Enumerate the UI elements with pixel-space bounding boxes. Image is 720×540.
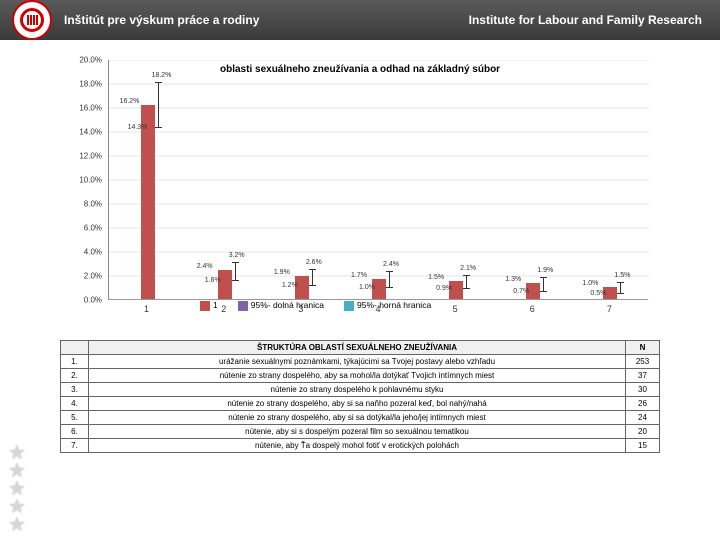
legend-label-series: 1	[213, 300, 218, 310]
row-num: 4.	[61, 397, 89, 411]
row-n: 37	[626, 369, 660, 383]
value-label: 1.2%	[282, 282, 298, 289]
row-n: 30	[626, 383, 660, 397]
value-label: 2.4%	[383, 261, 399, 268]
y-tick-label: 12.0%	[79, 152, 102, 161]
legend-high: 95%- horná hranica	[344, 300, 431, 311]
error-whisker	[389, 271, 390, 288]
legend-label-low: 95%- dolná hranica	[251, 300, 324, 310]
institute-name-en: Institute for Labour and Family Research	[469, 13, 702, 27]
value-label: 1.0%	[582, 280, 598, 287]
legend-label-high: 95%- horná hranica	[357, 300, 431, 310]
row-num: 3.	[61, 383, 89, 397]
row-label: nútenie zo strany dospelého, aby si sa d…	[89, 411, 626, 425]
chart-plot-area: 18.2% 16.2% 14.3% 3.2% 2.4% 1.6% 2.6% 1.9% 1.2% 2…	[108, 60, 648, 300]
row-label: nútenie, aby Ťa dospelý mohol fotiť v er…	[89, 439, 626, 453]
table-header-structure: ŠTRUKTÚRA OBLASTÍ SEXUÁLNEHO ZNEUŽÍVANIA	[89, 341, 626, 355]
value-label: 14.3%	[128, 124, 148, 131]
row-n: 20	[626, 425, 660, 439]
row-label: nútenie, aby si s dospelým pozeral film …	[89, 425, 626, 439]
table-row: 1.urážanie sexuálnymi poznámkami, týkajú…	[61, 355, 660, 369]
x-tick-label: 7	[607, 304, 612, 314]
table-row: 6.nútenie, aby si s dospelým pozeral fil…	[61, 425, 660, 439]
legend-low: 95%- dolná hranica	[238, 300, 324, 311]
value-label: 2.1%	[460, 265, 476, 272]
table-row: 4.nútenie zo strany dospelého, aby si sa…	[61, 397, 660, 411]
value-label: 1.0%	[359, 284, 375, 291]
bar	[218, 270, 232, 299]
abuse-chart: oblasti sexuálneho zneužívania a odhad n…	[60, 60, 660, 320]
bar	[141, 105, 155, 299]
value-label: 1.6%	[205, 277, 221, 284]
error-whisker	[466, 275, 467, 289]
value-label: 18.2%	[152, 72, 172, 79]
value-label: 16.2%	[120, 98, 140, 105]
value-label: 0.9%	[436, 285, 452, 292]
y-tick-label: 18.0%	[79, 80, 102, 89]
row-n: 24	[626, 411, 660, 425]
row-num: 2.	[61, 369, 89, 383]
error-whisker	[543, 277, 544, 291]
row-label: nútenie zo strany dospelého, aby sa moho…	[89, 369, 626, 383]
error-whisker	[158, 82, 159, 129]
legend-series: 1	[200, 300, 218, 311]
row-n: 15	[626, 439, 660, 453]
row-label: nútenie zo strany dospelého, aby si sa n…	[89, 397, 626, 411]
x-tick-label: 1	[144, 304, 149, 314]
row-num: 1.	[61, 355, 89, 369]
value-label: 1.3%	[505, 276, 521, 283]
table-row: 7.nútenie, aby Ťa dospelý mohol fotiť v …	[61, 439, 660, 453]
y-tick-label: 14.0%	[79, 128, 102, 137]
chart-legend: 1 95%- dolná hranica 95%- horná hranica	[200, 300, 431, 311]
row-label: nútenie zo strany dospelého k pohlavnému…	[89, 383, 626, 397]
row-n: 253	[626, 355, 660, 369]
value-label: 0.5%	[590, 290, 606, 297]
error-whisker	[312, 269, 313, 286]
y-tick-label: 2.0%	[84, 272, 102, 281]
value-label: 1.9%	[274, 269, 290, 276]
row-num: 6.	[61, 425, 89, 439]
logo-icon	[12, 0, 52, 40]
value-label: 3.2%	[229, 252, 245, 259]
y-tick-label: 4.0%	[84, 248, 102, 257]
y-tick-label: 8.0%	[84, 200, 102, 209]
table-header-n: N	[626, 341, 660, 355]
row-label: urážanie sexuálnymi poznámkami, týkajúci…	[89, 355, 626, 369]
value-label: 2.6%	[306, 259, 322, 266]
value-label: 2.4%	[197, 263, 213, 270]
error-whisker	[235, 262, 236, 281]
row-n: 26	[626, 397, 660, 411]
y-tick-label: 20.0%	[79, 56, 102, 65]
chart-grid	[109, 60, 649, 300]
y-tick-label: 16.0%	[79, 104, 102, 113]
x-tick-label: 6	[530, 304, 535, 314]
value-label: 0.7%	[513, 288, 529, 295]
table-row: 2.nútenie zo strany dospelého, aby sa mo…	[61, 369, 660, 383]
y-tick-label: 10.0%	[79, 176, 102, 185]
table-row: 3.nútenie zo strany dospelého k pohlavné…	[61, 383, 660, 397]
value-label: 1.9%	[537, 267, 553, 274]
value-label: 1.5%	[614, 272, 630, 279]
content-area: oblasti sexuálneho zneužívania a odhad n…	[0, 40, 720, 453]
x-tick-label: 5	[453, 304, 458, 314]
table-row: 5.nútenie zo strany dospelého, aby si sa…	[61, 411, 660, 425]
row-num: 7.	[61, 439, 89, 453]
value-label: 1.5%	[428, 274, 444, 281]
error-whisker	[620, 282, 621, 294]
header-bar: Inštitút pre výskum práce a rodiny Insti…	[0, 0, 720, 40]
value-label: 1.7%	[351, 272, 367, 279]
page: Inštitút pre výskum práce a rodiny Insti…	[0, 0, 720, 540]
structure-table: ŠTRUKTÚRA OBLASTÍ SEXUÁLNEHO ZNEUŽÍVANIA…	[60, 340, 660, 453]
row-num: 5.	[61, 411, 89, 425]
decorative-stars: ★★★★★	[8, 446, 26, 532]
table-header-blank	[61, 341, 89, 355]
y-tick-label: 6.0%	[84, 224, 102, 233]
y-tick-label: 0.0%	[84, 296, 102, 305]
y-axis-labels: 0.0%2.0%4.0%6.0%8.0%10.0%12.0%14.0%16.0%…	[60, 60, 104, 300]
institute-name-sk: Inštitút pre výskum práce a rodiny	[64, 13, 259, 27]
